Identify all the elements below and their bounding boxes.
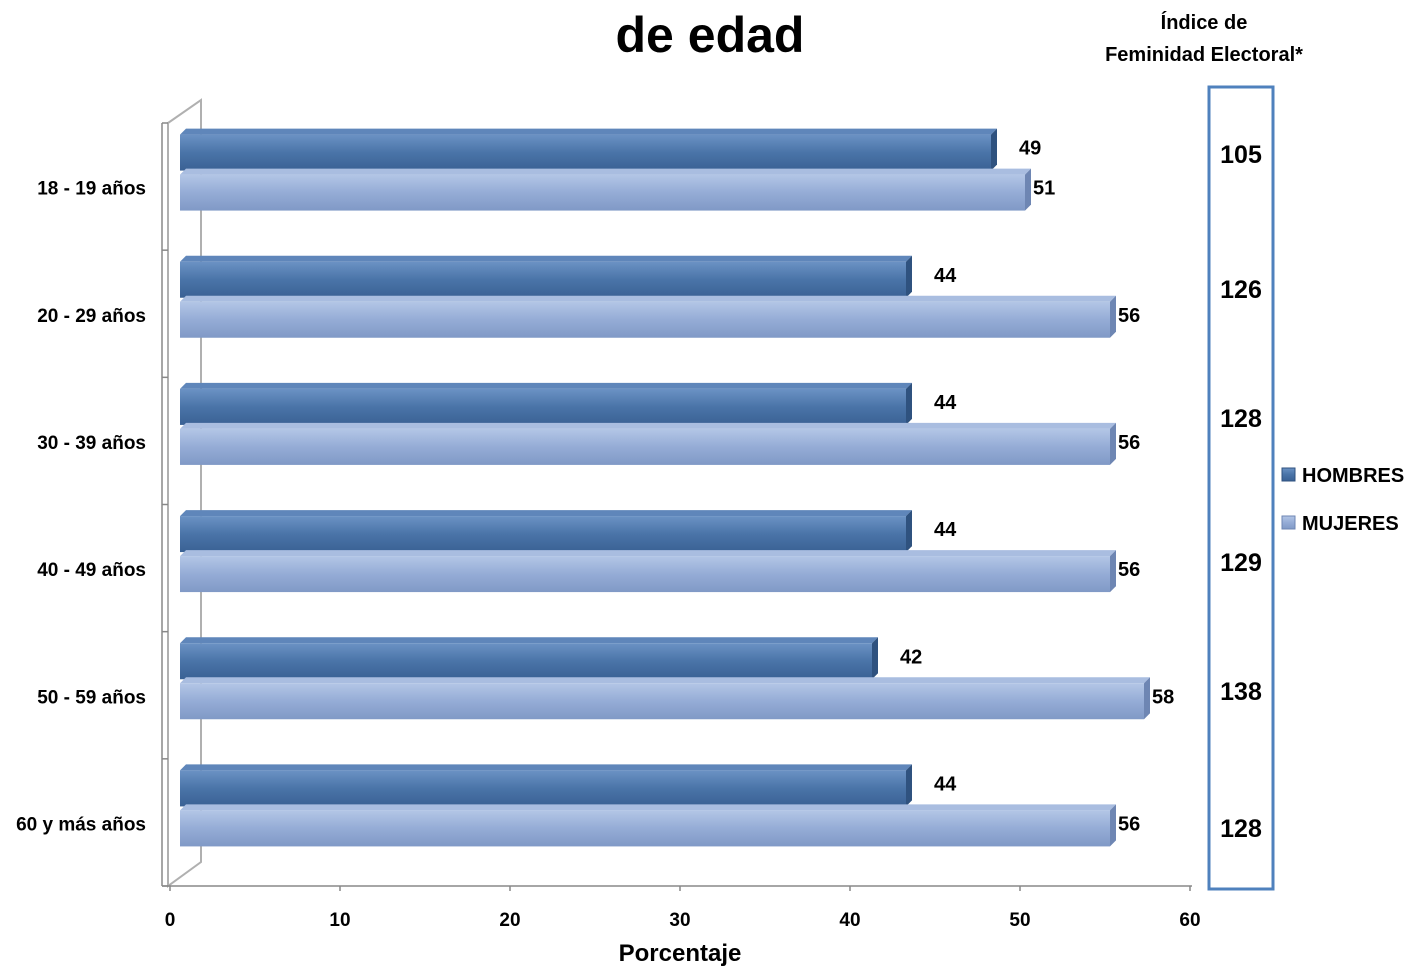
data-label: 44 [934, 392, 957, 414]
x-tick-label: 20 [499, 910, 520, 931]
bar-top-face [180, 637, 878, 644]
data-label: 56 [1118, 305, 1140, 327]
bar-top-face [180, 804, 1116, 811]
x-axis-title: Porcentaje [619, 940, 742, 966]
bar-side-face [906, 382, 912, 425]
bar-side-face [906, 764, 912, 807]
bar-hombres [180, 770, 906, 807]
x-tick-label: 50 [1009, 910, 1030, 931]
bar-top-face [180, 255, 912, 262]
bar-hombres [180, 643, 872, 680]
bar-side-face [906, 510, 912, 553]
bar-side-face [1025, 168, 1031, 211]
x-tick-label: 30 [669, 910, 690, 931]
category-label: 30 - 39 años [37, 433, 146, 454]
feminidad-value: 128 [1220, 405, 1262, 433]
bar-side-face [872, 637, 878, 680]
data-label: 56 [1118, 559, 1140, 581]
legend: HOMBRES MUJERES [1281, 465, 1404, 535]
bar-mujeres [180, 810, 1110, 847]
bar-mujeres [180, 174, 1025, 211]
feminidad-value: 129 [1220, 549, 1262, 577]
category-labels: 18 - 19 años 20 - 29 años 30 - 39 años 40 -… [16, 122, 168, 887]
bar-mujeres [180, 556, 1110, 593]
data-label: 44 [934, 519, 957, 541]
bar-top-face [180, 382, 912, 389]
x-tick-label: 0 [165, 910, 176, 931]
bar-top-face [180, 128, 997, 135]
bar-top-face [180, 295, 1116, 302]
data-label: 42 [900, 646, 922, 668]
category-label: 18 - 19 años [37, 179, 146, 200]
bar-side-face [1110, 422, 1116, 465]
data-label: 44 [934, 773, 957, 795]
feminidad-title-line1: Índice de [1161, 11, 1248, 34]
data-label: 44 [934, 265, 957, 287]
feminidad-values: 105 126 128 129 138 128 [1220, 141, 1262, 843]
legend-swatch-hombres [1281, 467, 1296, 482]
bar-top-face [180, 550, 1116, 557]
feminidad-box [1207, 85, 1275, 891]
x-tick-label: 10 [329, 910, 350, 931]
bar-hombres [180, 516, 906, 553]
data-label: 56 [1118, 813, 1140, 835]
bar-hombres [180, 388, 906, 425]
legend-label: HOMBRES [1302, 465, 1404, 487]
data-label: 51 [1033, 178, 1055, 200]
category-label: 50 - 59 años [37, 687, 146, 708]
bar-hombres [180, 134, 991, 171]
x-tick-label: 40 [839, 910, 860, 931]
bar-top-face [180, 510, 912, 517]
category-label: 60 y más años [16, 814, 146, 835]
data-label: 56 [1118, 432, 1140, 454]
bar-side-face [1144, 677, 1150, 720]
feminidad-value: 138 [1220, 678, 1262, 706]
feminidad-value: 105 [1220, 141, 1262, 169]
bar-side-face [906, 255, 912, 298]
x-tick-label: 60 [1179, 910, 1200, 931]
bar-top-face [180, 168, 1031, 175]
bar-hombres [180, 261, 906, 298]
bar-side-face [991, 128, 997, 171]
category-label: 40 - 49 años [37, 560, 146, 581]
data-label: 58 [1152, 686, 1174, 708]
feminidad-value: 128 [1220, 815, 1262, 843]
feminidad-value: 126 [1220, 276, 1262, 304]
feminidad-title-line2: Feminidad Electoral* [1105, 44, 1303, 66]
data-labels: 49 51 44 56 44 56 44 56 42 58 44 56 [900, 138, 1174, 836]
bar-top-face [180, 764, 912, 771]
bar-mujeres [180, 428, 1110, 465]
data-label: 49 [1019, 138, 1041, 160]
bar-mujeres [180, 683, 1144, 720]
bar-top-face [180, 422, 1116, 429]
bar-side-face [1110, 295, 1116, 338]
legend-label: MUJERES [1302, 513, 1399, 535]
bar-side-face [1110, 804, 1116, 847]
x-axis-ticks: 0 10 20 30 40 50 60 [165, 886, 1201, 931]
legend-swatch-mujeres [1281, 515, 1296, 530]
bar-mujeres [180, 301, 1110, 338]
bars [180, 128, 1150, 847]
bar-top-face [180, 677, 1150, 684]
category-label: 20 - 29 años [37, 306, 146, 327]
chart-title: de edad [616, 7, 805, 63]
bar-side-face [1110, 550, 1116, 593]
